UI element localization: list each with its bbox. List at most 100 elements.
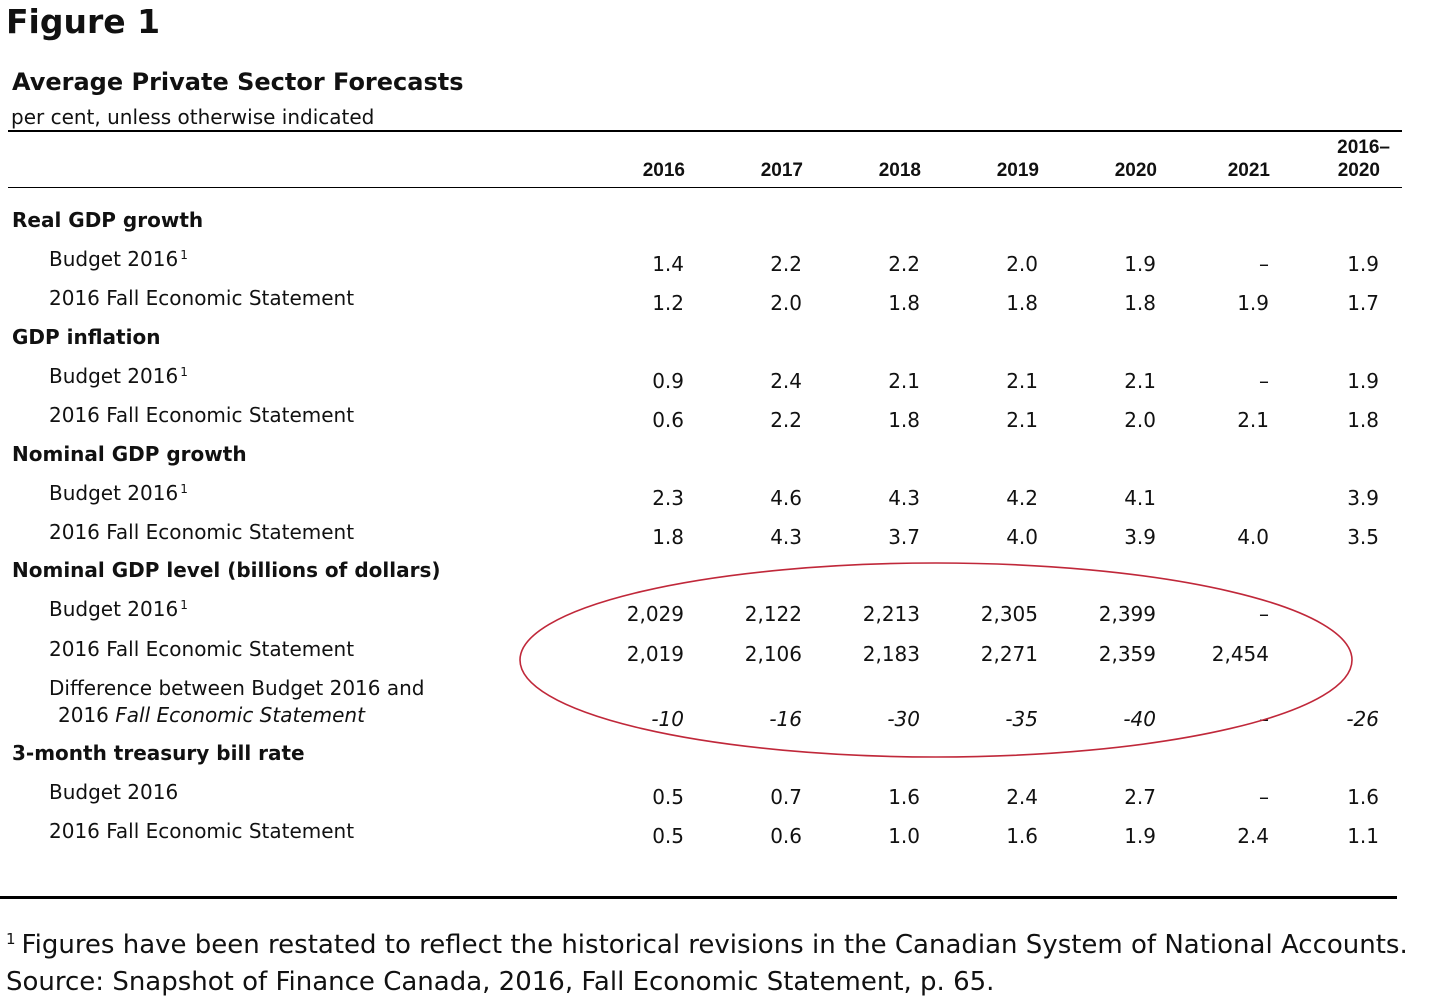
table-cell: 2.3: [652, 486, 684, 510]
footnote-marker: 1: [180, 598, 188, 612]
table-cell: 2.2: [888, 252, 920, 276]
row-label: Budget 2016 1: [49, 481, 188, 505]
table-cell: 1.1: [1347, 824, 1379, 848]
table-cell: 2.7: [1124, 785, 1156, 809]
row-label-continued: 2016 Fall Economic Statement: [58, 703, 365, 727]
table-cell: 2,399: [1098, 602, 1156, 626]
section-label: 3-month treasury bill rate: [12, 741, 305, 765]
table-cell: 2.1: [1006, 369, 1038, 393]
table-cell: 1.9: [1347, 369, 1379, 393]
footnote-marker: 1: [180, 482, 188, 496]
figure-label: Figure 1: [6, 2, 161, 41]
table-cell: -10: [651, 707, 684, 731]
table-cell: 4.0: [1237, 525, 1269, 549]
table-cell: 1.8: [1006, 291, 1038, 315]
table-cell: 2.2: [770, 408, 802, 432]
table-cell: 4.0: [1006, 525, 1038, 549]
table-cell: 1.8: [652, 525, 684, 549]
table-cell: 0.9: [652, 369, 684, 393]
footnote-marker: 1: [180, 365, 188, 379]
source-note: Source: Snapshot of Finance Canada, 2016…: [6, 967, 995, 997]
footnote-text: Figures have been restated to reflect th…: [21, 930, 1408, 960]
table-cell: 2,454: [1211, 642, 1269, 666]
table-cell: 3.7: [888, 525, 920, 549]
table-cell: 0.5: [652, 824, 684, 848]
footnote: 1 Figures have been restated to reflect t…: [6, 930, 1408, 960]
table-cell: 4.2: [1006, 486, 1038, 510]
section-label: GDP inflation: [12, 325, 161, 349]
column-header-2017: 2017: [760, 160, 803, 181]
table-cell: 2.4: [770, 369, 802, 393]
annotation-ellipse: [519, 562, 1353, 758]
table-cell: 2.4: [1006, 785, 1038, 809]
table-title: Average Private Sector Forecasts: [12, 68, 464, 96]
row-label: Difference between Budget 2016 and: [49, 676, 425, 700]
table-cell: 2.1: [1006, 408, 1038, 432]
table-cell: 1.9: [1124, 824, 1156, 848]
row-label: Budget 2016 1: [49, 364, 188, 388]
column-header-2020: 2020: [1114, 160, 1157, 181]
table-bottom-rule: [0, 896, 1397, 899]
table-cell: -35: [1005, 707, 1038, 731]
table-cell: 2.0: [1006, 252, 1038, 276]
table-cell: 1.8: [1347, 408, 1379, 432]
table-top-rule: [8, 130, 1402, 132]
table-cell: 1.9: [1347, 252, 1379, 276]
table-cell: -26: [1346, 707, 1379, 731]
table-cell: 0.6: [652, 408, 684, 432]
table-cell: 2,029: [626, 602, 684, 626]
table-cell: –: [1259, 785, 1269, 809]
table-cell: 1.6: [1347, 785, 1379, 809]
table-cell: 2.1: [1237, 408, 1269, 432]
column-header-2021: 2021: [1227, 160, 1270, 181]
table-cell: 2,183: [862, 642, 920, 666]
table-cell: 0.5: [652, 785, 684, 809]
table-cell: 4.3: [770, 525, 802, 549]
table-cell: 1.9: [1124, 252, 1156, 276]
table-cell: 2.0: [1124, 408, 1156, 432]
table-cell: 2,213: [862, 602, 920, 626]
table-cell: 4.6: [770, 486, 802, 510]
table-cell: 2.4: [1237, 824, 1269, 848]
table-cell: 1.9: [1237, 291, 1269, 315]
row-label: Budget 2016 1: [49, 247, 188, 271]
table-cell: 2.1: [1124, 369, 1156, 393]
table-cell: –: [1259, 602, 1269, 626]
table-cell: 0.7: [770, 785, 802, 809]
footnote-marker: 1: [180, 248, 188, 262]
row-label: Budget 2016 1: [49, 597, 188, 621]
table-cell: 2,271: [980, 642, 1038, 666]
table-cell: 3.5: [1347, 525, 1379, 549]
table-cell: -16: [769, 707, 802, 731]
table-cell: 3.9: [1124, 525, 1156, 549]
row-label: Budget 2016: [49, 780, 179, 804]
column-header-2016-2020-line2: 2020: [1337, 160, 1380, 181]
table-cell: 2,122: [744, 602, 802, 626]
table-cell: 4.3: [888, 486, 920, 510]
column-header-2016-2020-line1: 2016–: [1337, 137, 1390, 158]
table-cell: 1.8: [888, 291, 920, 315]
table-cell: –: [1259, 252, 1269, 276]
table-cell: 2.2: [770, 252, 802, 276]
table-cell: 2.1: [888, 369, 920, 393]
table-cell: 1.8: [1124, 291, 1156, 315]
table-cell: 2.0: [770, 291, 802, 315]
table-cell: 1.0: [888, 824, 920, 848]
table-cell: 1.6: [1006, 824, 1038, 848]
table-cell: 1.4: [652, 252, 684, 276]
table-cell: -30: [887, 707, 920, 731]
table-cell: 2,305: [980, 602, 1038, 626]
table-cell: –: [1259, 369, 1269, 393]
table-cell: 2,359: [1098, 642, 1156, 666]
table-cell: 1.6: [888, 785, 920, 809]
header-bottom-rule: [8, 187, 1402, 188]
table-cell: 2,106: [744, 642, 802, 666]
table-cell: 1.2: [652, 291, 684, 315]
section-label: Nominal GDP growth: [12, 442, 247, 466]
section-label: Real GDP growth: [12, 208, 204, 232]
row-label: 2016 Fall Economic Statement: [49, 637, 355, 661]
column-header-2018: 2018: [878, 160, 921, 181]
table-cell: 2,019: [626, 642, 684, 666]
section-label: Nominal GDP level (billions of dollars): [12, 558, 441, 582]
column-header-2016: 2016: [642, 160, 685, 181]
